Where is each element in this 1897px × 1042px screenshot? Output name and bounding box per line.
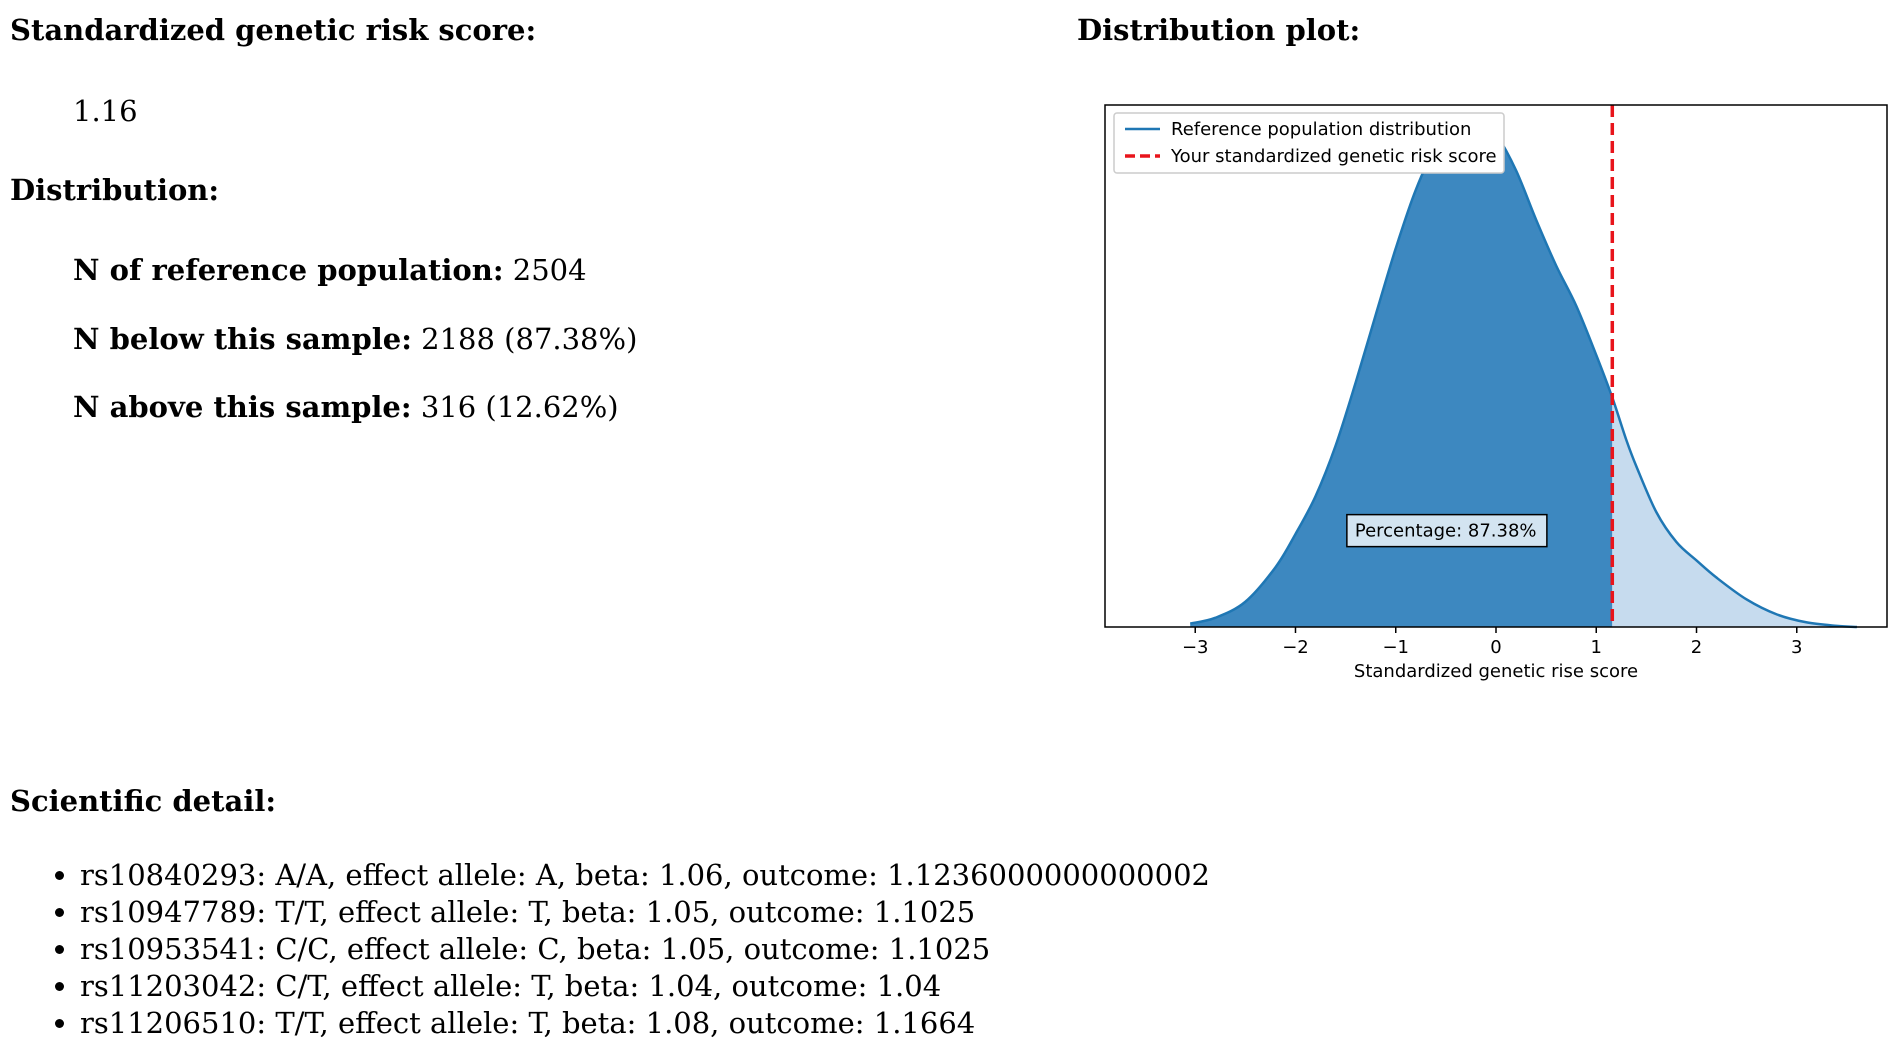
legend-box xyxy=(1113,112,1505,174)
plot-legend: Reference population distribution Your s… xyxy=(1113,112,1505,174)
legend-label-reference: Reference population distribution xyxy=(1171,119,1471,140)
x-tick-label: −3 xyxy=(1182,637,1209,658)
plot-section-title: Distribution plot: xyxy=(1077,13,1361,47)
distribution-section-title: Distribution: xyxy=(10,173,220,207)
list-item: rs10947789: T/T, effect allele: T, beta:… xyxy=(80,894,1210,931)
x-tick-label: 0 xyxy=(1490,637,1501,658)
detail-section-title: Scientific detail: xyxy=(10,784,277,818)
stat-value: 2504 xyxy=(512,253,587,287)
area-below-score xyxy=(1190,120,1613,627)
stat-label: N above this sample: xyxy=(73,390,412,424)
stat-label: N below this sample: xyxy=(73,322,412,356)
scientific-detail-list: rs10840293: A/A, effect allele: A, beta:… xyxy=(0,857,1210,1042)
stat-reference-population: N of reference population: 2504 xyxy=(73,256,587,285)
x-tick-label: −2 xyxy=(1282,637,1309,658)
stat-value: 316 (12.62%) xyxy=(420,390,619,424)
area-above-score xyxy=(1612,397,1857,627)
annotation-box xyxy=(1346,513,1548,548)
list-item: rs11206510: T/T, effect allele: T, beta:… xyxy=(80,1005,1210,1042)
list-item: rs10953541: C/C, effect allele: C, beta:… xyxy=(80,931,1210,968)
score-section-title: Standardized genetic risk score: xyxy=(10,13,537,47)
list-item: rs10840293: A/A, effect allele: A, beta:… xyxy=(80,857,1210,894)
percentage-annotation: Percentage: 87.38% xyxy=(1346,513,1548,548)
distribution-plot: −3 −2 −1 0 1 2 3 Standardized genetic rise sco… xyxy=(1104,104,1888,682)
x-tick-label: 2 xyxy=(1691,637,1702,658)
x-tick-label: 3 xyxy=(1791,637,1802,658)
stat-label: N of reference population: xyxy=(73,253,504,287)
stat-value: 2188 (87.38%) xyxy=(421,322,638,356)
stat-below-sample: N below this sample: 2188 (87.38%) xyxy=(73,325,637,354)
x-axis-label: Standardized genetic rise score xyxy=(1354,661,1638,682)
annotation-text: Percentage: 87.38% xyxy=(1355,521,1537,542)
score-value: 1.16 xyxy=(73,94,138,128)
x-tick-label: −1 xyxy=(1382,637,1409,658)
stat-above-sample: N above this sample: 316 (12.62%) xyxy=(73,393,619,422)
x-tick-label: 1 xyxy=(1591,637,1602,658)
legend-label-your-score: Your standardized genetic risk score xyxy=(1170,146,1497,167)
list-item: rs11203042: C/T, effect allele: T, beta:… xyxy=(80,968,1210,1005)
